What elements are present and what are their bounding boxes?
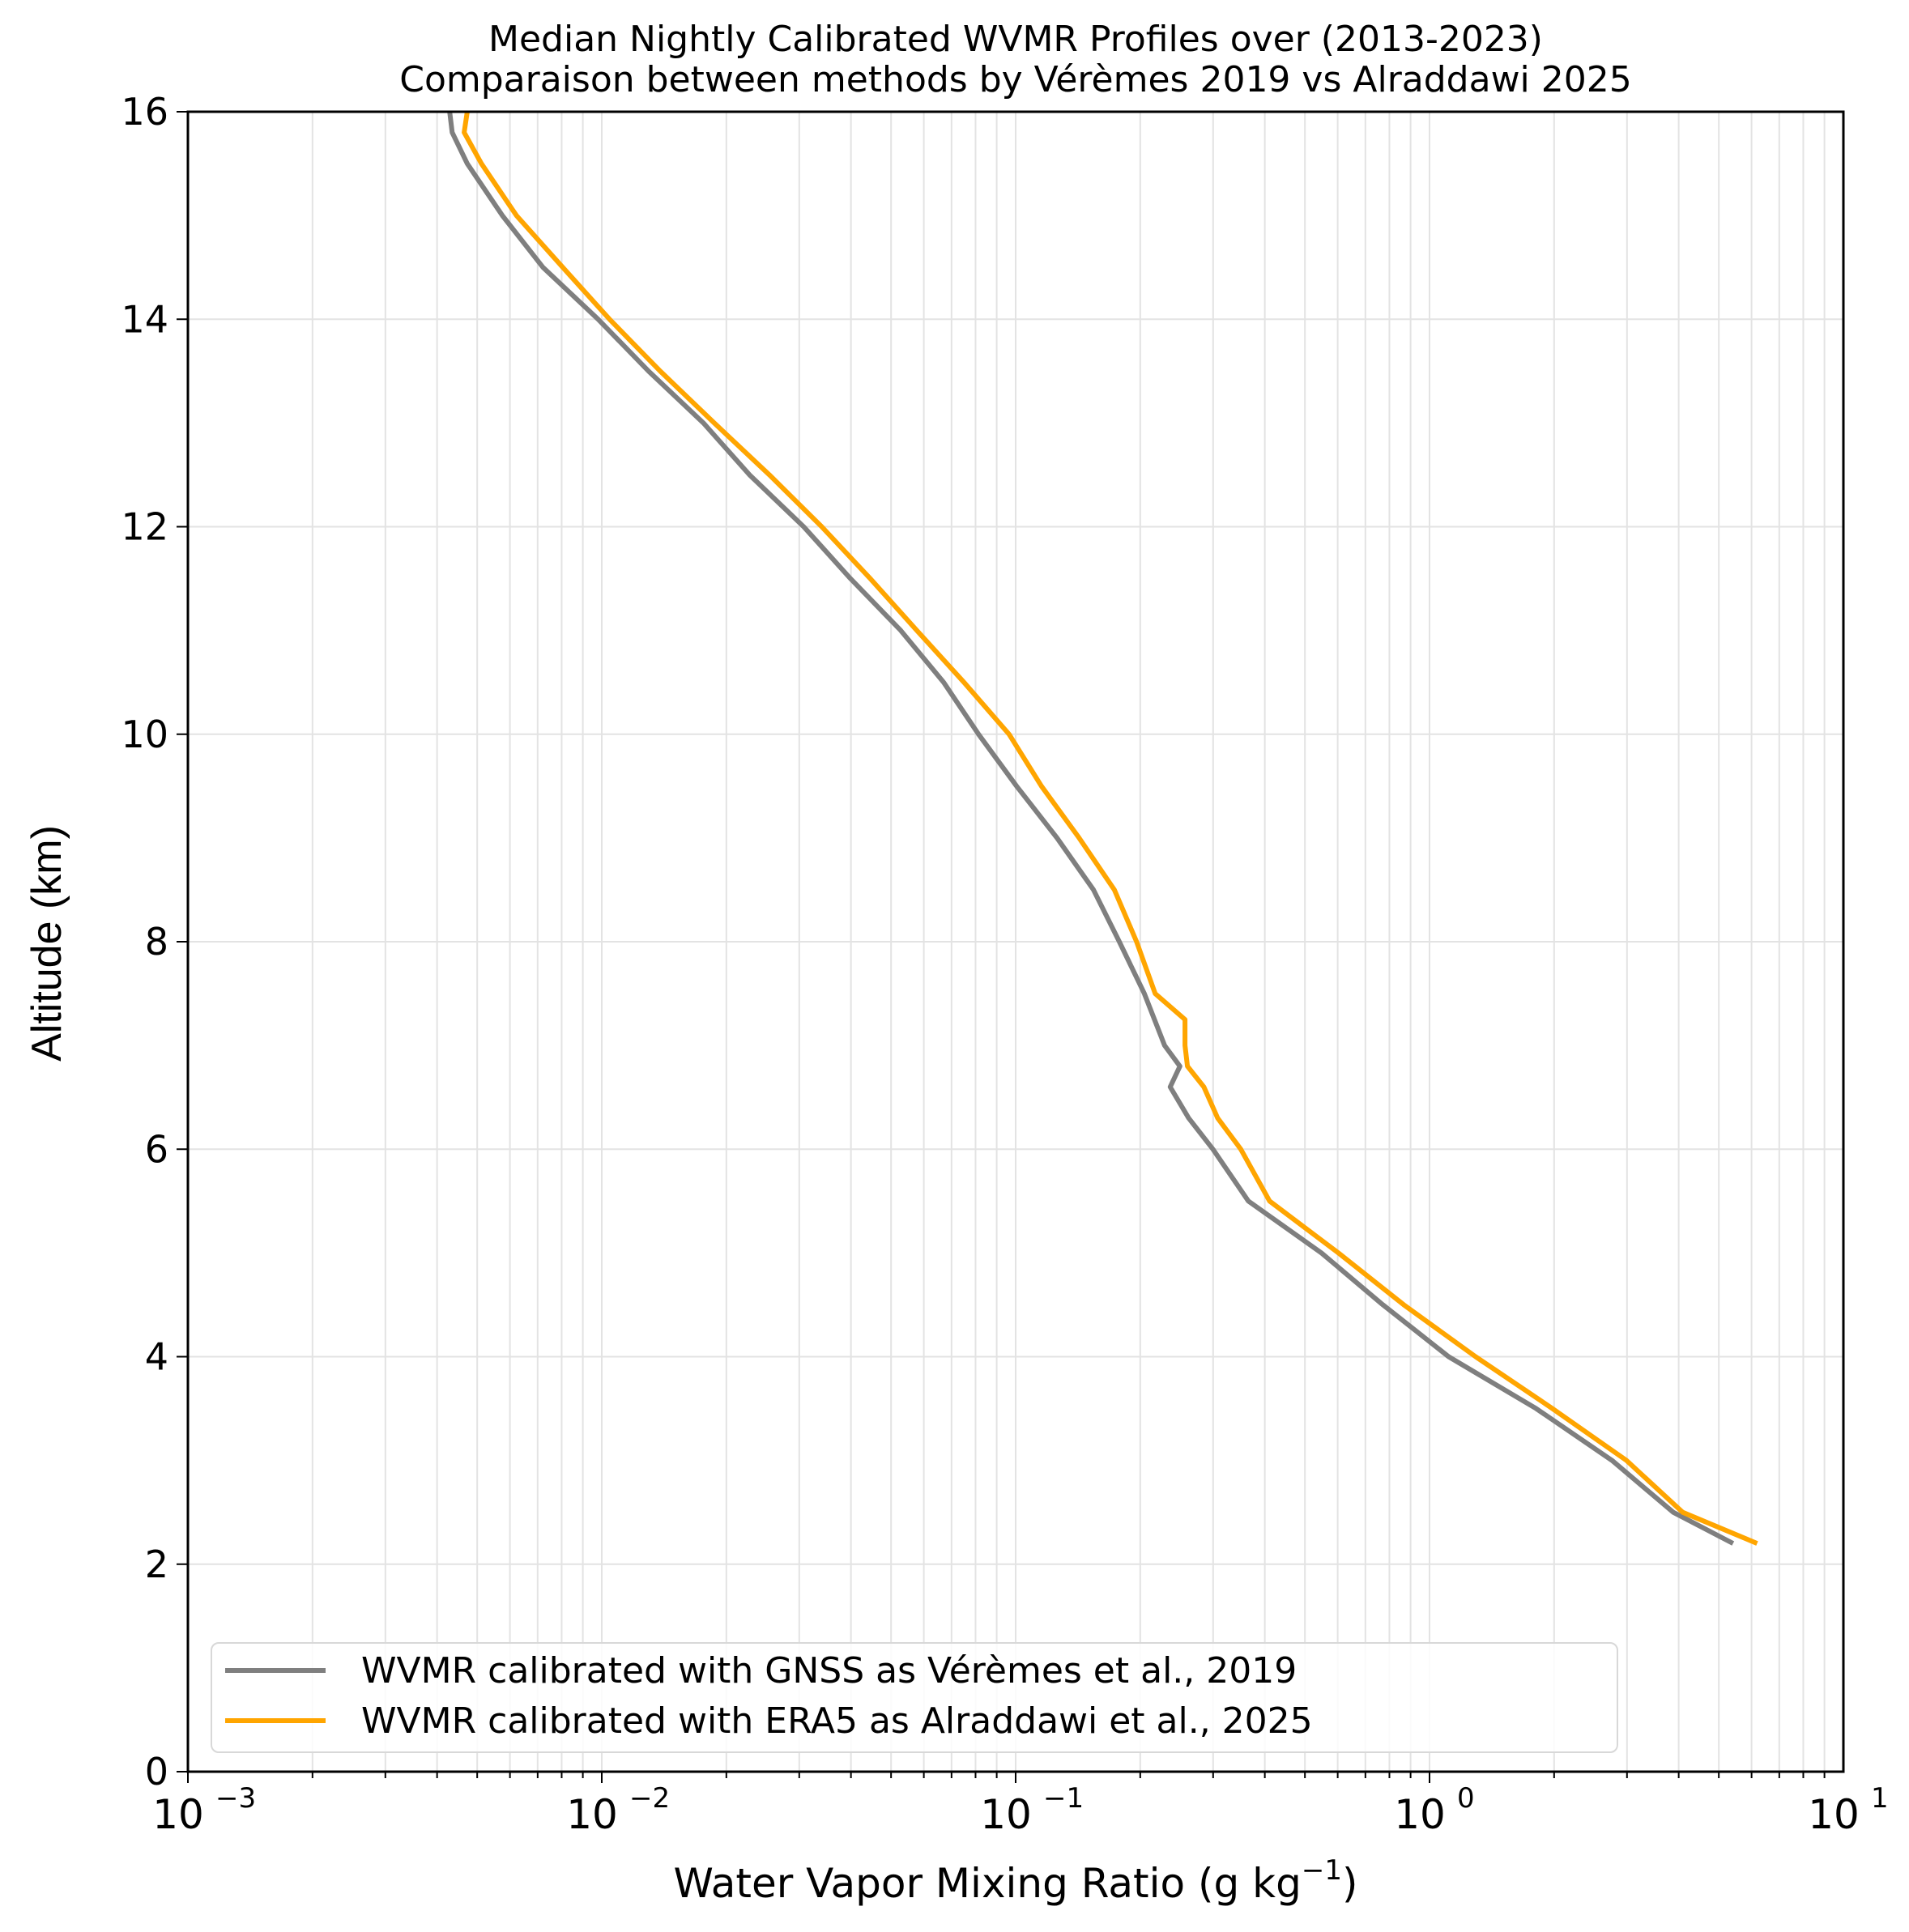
x-axis-label: Water Vapor Mixing Ratio (g kg−1) — [673, 1854, 1358, 1907]
chart-title: Median Nightly Calibrated WVMR Profiles … — [488, 19, 1543, 60]
y-axis-label: Altitude (km) — [23, 825, 70, 1062]
svg-text:10: 10 — [121, 713, 168, 756]
legend-item-gnss: WVMR calibrated with GNSS as Vérèmes et … — [225, 1649, 1298, 1692]
svg-text:10: 10 — [152, 1791, 204, 1838]
legend-swatch-gray — [225, 1668, 326, 1673]
legend-item-era5: WVMR calibrated with ERA5 as Alraddawi e… — [225, 1700, 1313, 1742]
svg-text:14: 14 — [121, 297, 168, 341]
legend: WVMR calibrated with GNSS as Vérèmes et … — [211, 1642, 1618, 1753]
grid-lines — [187, 111, 1843, 1772]
legend-label: WVMR calibrated with ERA5 as Alraddawi e… — [361, 1700, 1313, 1742]
svg-text:2: 2 — [145, 1543, 168, 1586]
data-series — [447, 111, 1758, 1546]
svg-text:0: 0 — [145, 1750, 168, 1794]
svg-text:8: 8 — [145, 920, 168, 964]
svg-text:−3: −3 — [215, 1782, 256, 1815]
svg-text:−2: −2 — [629, 1782, 670, 1815]
svg-text:1: 1 — [1871, 1782, 1889, 1815]
legend-label: WVMR calibrated with GNSS as Vérèmes et … — [361, 1649, 1298, 1692]
svg-text:6: 6 — [145, 1127, 168, 1171]
svg-text:10: 10 — [1394, 1791, 1446, 1838]
svg-text:12: 12 — [121, 505, 168, 549]
svg-text:10: 10 — [980, 1791, 1032, 1838]
svg-text:16: 16 — [121, 90, 168, 134]
legend-swatch-orange — [225, 1718, 326, 1723]
svg-text:10: 10 — [1808, 1791, 1860, 1838]
svg-text:10: 10 — [566, 1791, 618, 1838]
svg-text:−1: −1 — [1043, 1782, 1084, 1815]
svg-text:4: 4 — [145, 1335, 168, 1379]
svg-text:0: 0 — [1457, 1782, 1475, 1815]
chart-subtitle: Comparaison between methods by Vérèmes 2… — [399, 59, 1632, 100]
